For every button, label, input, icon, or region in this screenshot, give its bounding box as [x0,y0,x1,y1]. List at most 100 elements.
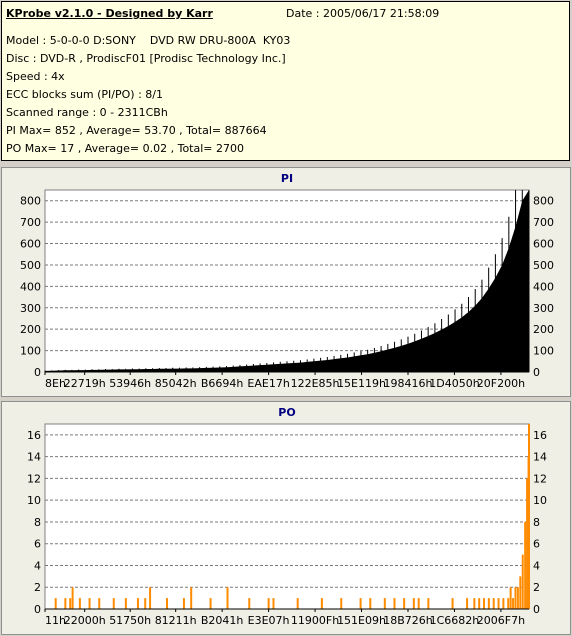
po-bar [340,598,343,609]
chart-title: PI [281,172,293,185]
info-panel: KProbe v2.1.0 - Designed by Karr Date : … [1,1,570,161]
x-tick-label: 22000h [64,614,106,627]
y-tick-label-left: 14 [27,451,41,464]
po-bar [478,598,481,609]
x-tick-label: 81211h [155,614,197,627]
y-tick-label-left: 4 [34,559,41,572]
po-bar [69,598,72,609]
y-tick-label-right: 300 [533,302,554,315]
po-bar [403,598,406,609]
x-tick-label: 18B726h [383,614,433,627]
y-tick-label-right: 700 [533,216,554,229]
x-tick-label: 11h [45,614,66,627]
x-tick-label: E3E07h [248,614,290,627]
y-tick-label-left: 100 [20,345,41,358]
y-tick-label-right: 2 [533,581,540,594]
po-bar [209,598,212,609]
y-tick-label-left: 0 [34,603,41,616]
y-tick-label-right: 0 [533,603,540,616]
po-bar [521,554,524,609]
y-tick-label-left: 16 [27,429,41,442]
po-bar [516,587,519,609]
po-chart-panel: PO 0 0 2 2 4 4 6 6 8 8 10 10 12 12 14 14 16 16 11h 22000h 517… [1,401,571,635]
po-bar [417,598,420,609]
x-tick-label: 1C6682h [430,614,480,627]
po-bar [296,598,299,609]
x-tick-label: 20F200h [477,377,525,390]
po-bar [71,587,74,609]
po-bar [112,598,115,609]
pi-area [45,190,529,372]
range-line: Scanned range : 0 - 2311CBh [6,106,168,119]
scan-date: Date : 2005/06/17 21:58:09 [286,7,440,20]
y-tick-label-right: 16 [533,429,547,442]
po-bar [369,598,372,609]
po-bar [487,598,490,609]
po-bar [524,521,527,609]
po-bar [492,598,495,609]
pi-chart: PI 0 0 100 100 200 200 300 300 400 400 500 500 600 600… [20,172,554,390]
po-bar [144,598,147,609]
po-bar [412,598,415,609]
po-bar [136,598,139,609]
y-tick-label-right: 12 [533,472,547,485]
x-tick-label: 2006F7h [477,614,525,627]
chart-title: PO [278,406,295,419]
po-bar [320,598,323,609]
po-bar [190,587,193,609]
y-tick-label-right: 400 [533,280,554,293]
x-tick-label: 1D4050h [429,377,479,390]
po-bar [267,598,270,609]
y-tick-label-left: 500 [20,259,41,272]
ecc-line: ECC blocks sum (PI/PO) : 8/1 [6,88,163,101]
x-tick-label: 15E119h [337,377,386,390]
po-bar [182,598,185,609]
x-tick-label: 122E85h [291,377,340,390]
po-bar [526,478,529,609]
po-bar [248,598,251,609]
x-tick-label: B2041h [201,614,244,627]
po-bar [359,598,362,609]
y-tick-label-right: 100 [533,345,554,358]
y-tick-label-left: 6 [34,538,41,551]
speed-line: Speed : 4x [6,70,65,83]
po-bar [78,598,81,609]
x-tick-label: 85042h [155,377,197,390]
po-bar [509,587,512,609]
po-bar [483,598,486,609]
y-tick-label-right: 200 [533,323,554,336]
pi-chart-panel: PI 0 0 100 100 200 200 300 300 400 400 500 500 600 600… [1,167,571,397]
x-tick-label: 22719h [64,377,106,390]
po-bar [88,598,91,609]
po-bar [272,598,275,609]
y-tick-label-right: 600 [533,238,554,251]
y-tick-label-left: 200 [20,323,41,336]
y-tick-label-right: 0 [533,366,540,379]
y-tick-label-right: 500 [533,259,554,272]
y-tick-label-left: 400 [20,280,41,293]
y-tick-label-right: 14 [533,451,547,464]
x-tick-label: 53946h [109,377,151,390]
y-tick-label-left: 600 [20,238,41,251]
po-bar [502,598,505,609]
y-tick-label-right: 6 [533,538,540,551]
po-bar [427,598,430,609]
po-bar [514,587,517,609]
plot-area [44,423,530,610]
po-bar [64,598,67,609]
y-tick-label-left: 2 [34,581,41,594]
y-tick-label-right: 4 [533,559,540,572]
po-bar [166,598,168,609]
x-tick-label: 51750h [109,614,151,627]
y-tick-label-left: 700 [20,216,41,229]
y-tick-label-right: 10 [533,494,547,507]
po-bar [383,598,386,609]
pi-stats-line: PI Max= 852 , Average= 53.70 , Total= 88… [6,124,267,137]
app-title: KProbe v2.1.0 - Designed by Karr [6,7,213,20]
y-tick-label-left: 300 [20,302,41,315]
x-tick-label: 151E09h [337,614,386,627]
y-tick-label-left: 10 [27,494,41,507]
po-bar [507,598,510,609]
y-tick-label-right: 8 [533,516,540,529]
